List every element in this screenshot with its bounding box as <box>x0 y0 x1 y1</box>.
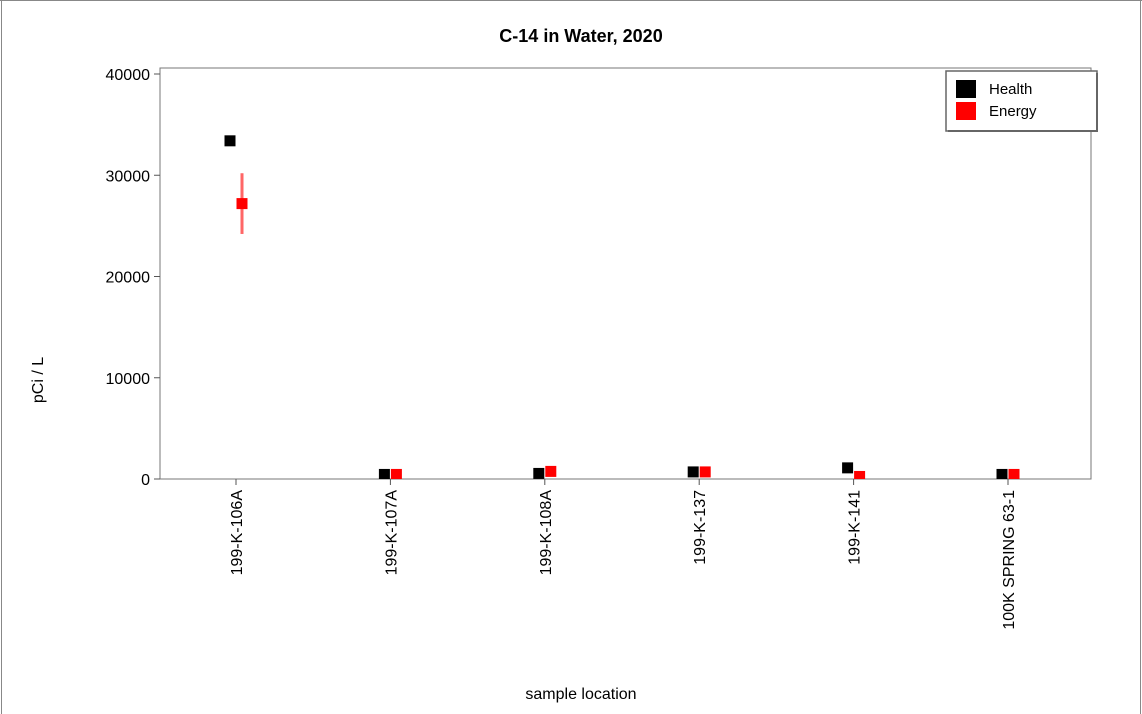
point-energy <box>236 198 248 210</box>
legend-box-shadow-right <box>1096 73 1098 132</box>
point-health <box>224 135 236 147</box>
y-tick-label: 20000 <box>106 270 151 287</box>
y-axis: 0 10000 20000 30000 40000 <box>106 67 160 489</box>
point-energy <box>390 468 402 479</box>
legend-label-health: Health <box>989 81 1032 98</box>
point-health <box>996 468 1008 479</box>
point-energy <box>545 465 557 477</box>
y-axis-label: pCi / L <box>30 357 47 403</box>
legend-swatch-health <box>956 80 976 98</box>
chart-title: C-14 in Water, 2020 <box>499 26 662 46</box>
point-health <box>687 466 699 478</box>
point-health <box>842 462 854 474</box>
x-tick-label: 100K SPRING 63-1 <box>1001 490 1018 630</box>
x-tick-label: 199-K-141 <box>847 490 864 565</box>
x-tick-label: 199-K-137 <box>692 490 709 565</box>
point-energy <box>699 466 711 478</box>
legend-box-shadow-bottom <box>948 130 1098 132</box>
y-tick-label: 0 <box>141 472 150 489</box>
legend: Health Energy <box>945 70 1098 132</box>
point-health <box>533 467 545 479</box>
data-marks <box>224 135 1020 479</box>
x-tick-label: 199-K-107A <box>383 490 400 576</box>
point-energy <box>1008 468 1020 479</box>
legend-label-energy: Energy <box>989 103 1037 120</box>
legend-swatch-energy <box>956 102 976 120</box>
x-tick-label: 199-K-106A <box>229 490 246 576</box>
plot-area <box>159 67 1092 480</box>
y-tick-label: 10000 <box>106 371 151 388</box>
point-energy <box>854 470 866 479</box>
y-tick-label: 30000 <box>106 168 151 185</box>
x-axis: 199-K-106A 199-K-107A 199-K-108A 199-K-137 1… <box>229 479 1018 630</box>
x-axis-label: sample location <box>525 686 636 703</box>
point-health <box>378 468 390 479</box>
y-tick-label: 40000 <box>106 67 151 84</box>
x-tick-label: 199-K-108A <box>538 490 555 576</box>
